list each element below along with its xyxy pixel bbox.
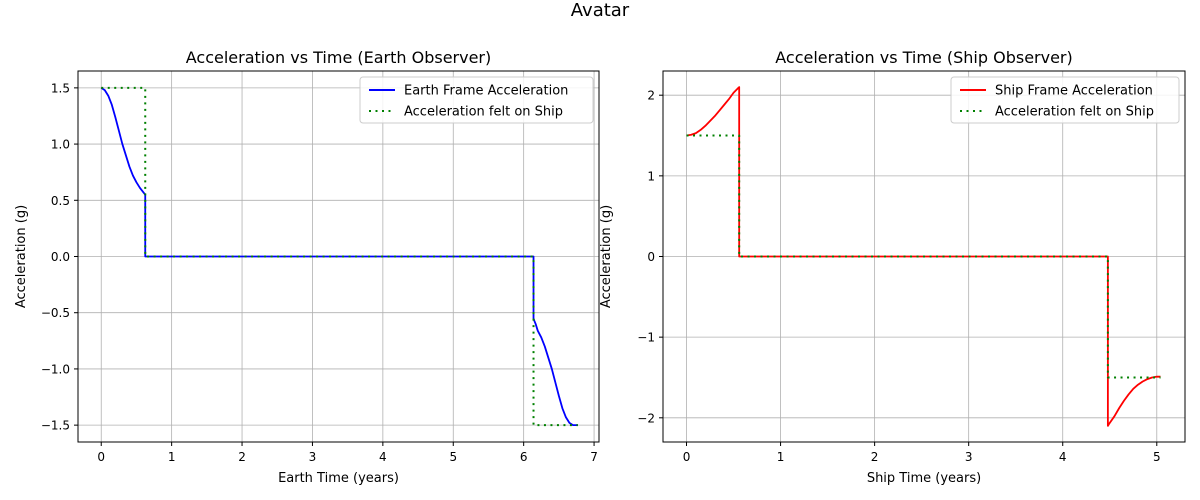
chart-panel-2: 0 1 2 3 4 5 −2 −1 0 1 2 Acceleration vs Time (Ship … xyxy=(599,48,1186,486)
x-tick-label: 4 xyxy=(379,450,387,464)
y-tick-label: −1.0 xyxy=(41,362,70,376)
series-line-1 xyxy=(686,86,1161,427)
y-tick-label: 1.0 xyxy=(51,138,70,152)
x-tick-label: 6 xyxy=(520,450,528,464)
x-tick-label: 5 xyxy=(449,450,457,464)
x-axis-title: Ship Time (years) xyxy=(867,471,981,486)
y-tick-label: 0.5 xyxy=(51,194,70,208)
x-tick-label: 3 xyxy=(965,450,973,464)
y-axis-title: Acceleration (g) xyxy=(599,205,614,308)
chart-panel-1: 0 1 2 3 4 5 6 7 −1.5 −1.0 −0.5 0.0 0.5 1.0 1.5 Accelera… xyxy=(14,48,600,486)
legend: Earth Frame Acceleration Acceleration fel… xyxy=(359,76,594,124)
y-tick-label: 2 xyxy=(647,89,655,103)
y-tick-label: −1 xyxy=(637,331,655,345)
x-tick-label: 2 xyxy=(238,450,246,464)
legend-label-2: Acceleration felt on Ship xyxy=(995,105,1154,120)
x-tick-label: 5 xyxy=(1153,450,1161,464)
plot-title: Acceleration vs Time (Ship Observer) xyxy=(775,48,1073,67)
plot-title: Acceleration vs Time (Earth Observer) xyxy=(186,48,492,67)
legend-label-2: Acceleration felt on Ship xyxy=(404,105,563,120)
y-tick-label: −2 xyxy=(637,411,655,425)
x-tick-label: 0 xyxy=(683,450,691,464)
legend-label-1: Earth Frame Acceleration xyxy=(404,84,568,99)
legend-box xyxy=(359,76,594,124)
legend-box xyxy=(950,76,1180,124)
x-tick-label: 0 xyxy=(97,450,105,464)
x-axis-title: Earth Time (years) xyxy=(278,471,399,486)
x-tick-label: 4 xyxy=(1059,450,1067,464)
y-tick-label: 0 xyxy=(647,250,655,264)
y-tick-label: 1 xyxy=(647,169,655,183)
x-tick-label: 3 xyxy=(309,450,317,464)
x-tick-label: 2 xyxy=(871,450,879,464)
y-tick-label: −0.5 xyxy=(41,306,70,320)
series-line-2 xyxy=(686,134,1161,379)
y-tick-label: 0.0 xyxy=(51,250,70,264)
series-line-1 xyxy=(100,87,578,427)
x-tick-label: 7 xyxy=(590,450,598,464)
y-tick-label: 1.5 xyxy=(51,81,70,95)
figure-suptitle: Avatar xyxy=(570,0,630,21)
y-tick-label: −1.5 xyxy=(41,419,70,433)
x-tick-label: 1 xyxy=(777,450,785,464)
legend-label-1: Ship Frame Acceleration xyxy=(995,84,1153,99)
x-tick-label: 1 xyxy=(168,450,176,464)
legend: Ship Frame Acceleration Acceleration felt… xyxy=(950,76,1180,124)
y-axis-title: Acceleration (g) xyxy=(14,205,29,308)
